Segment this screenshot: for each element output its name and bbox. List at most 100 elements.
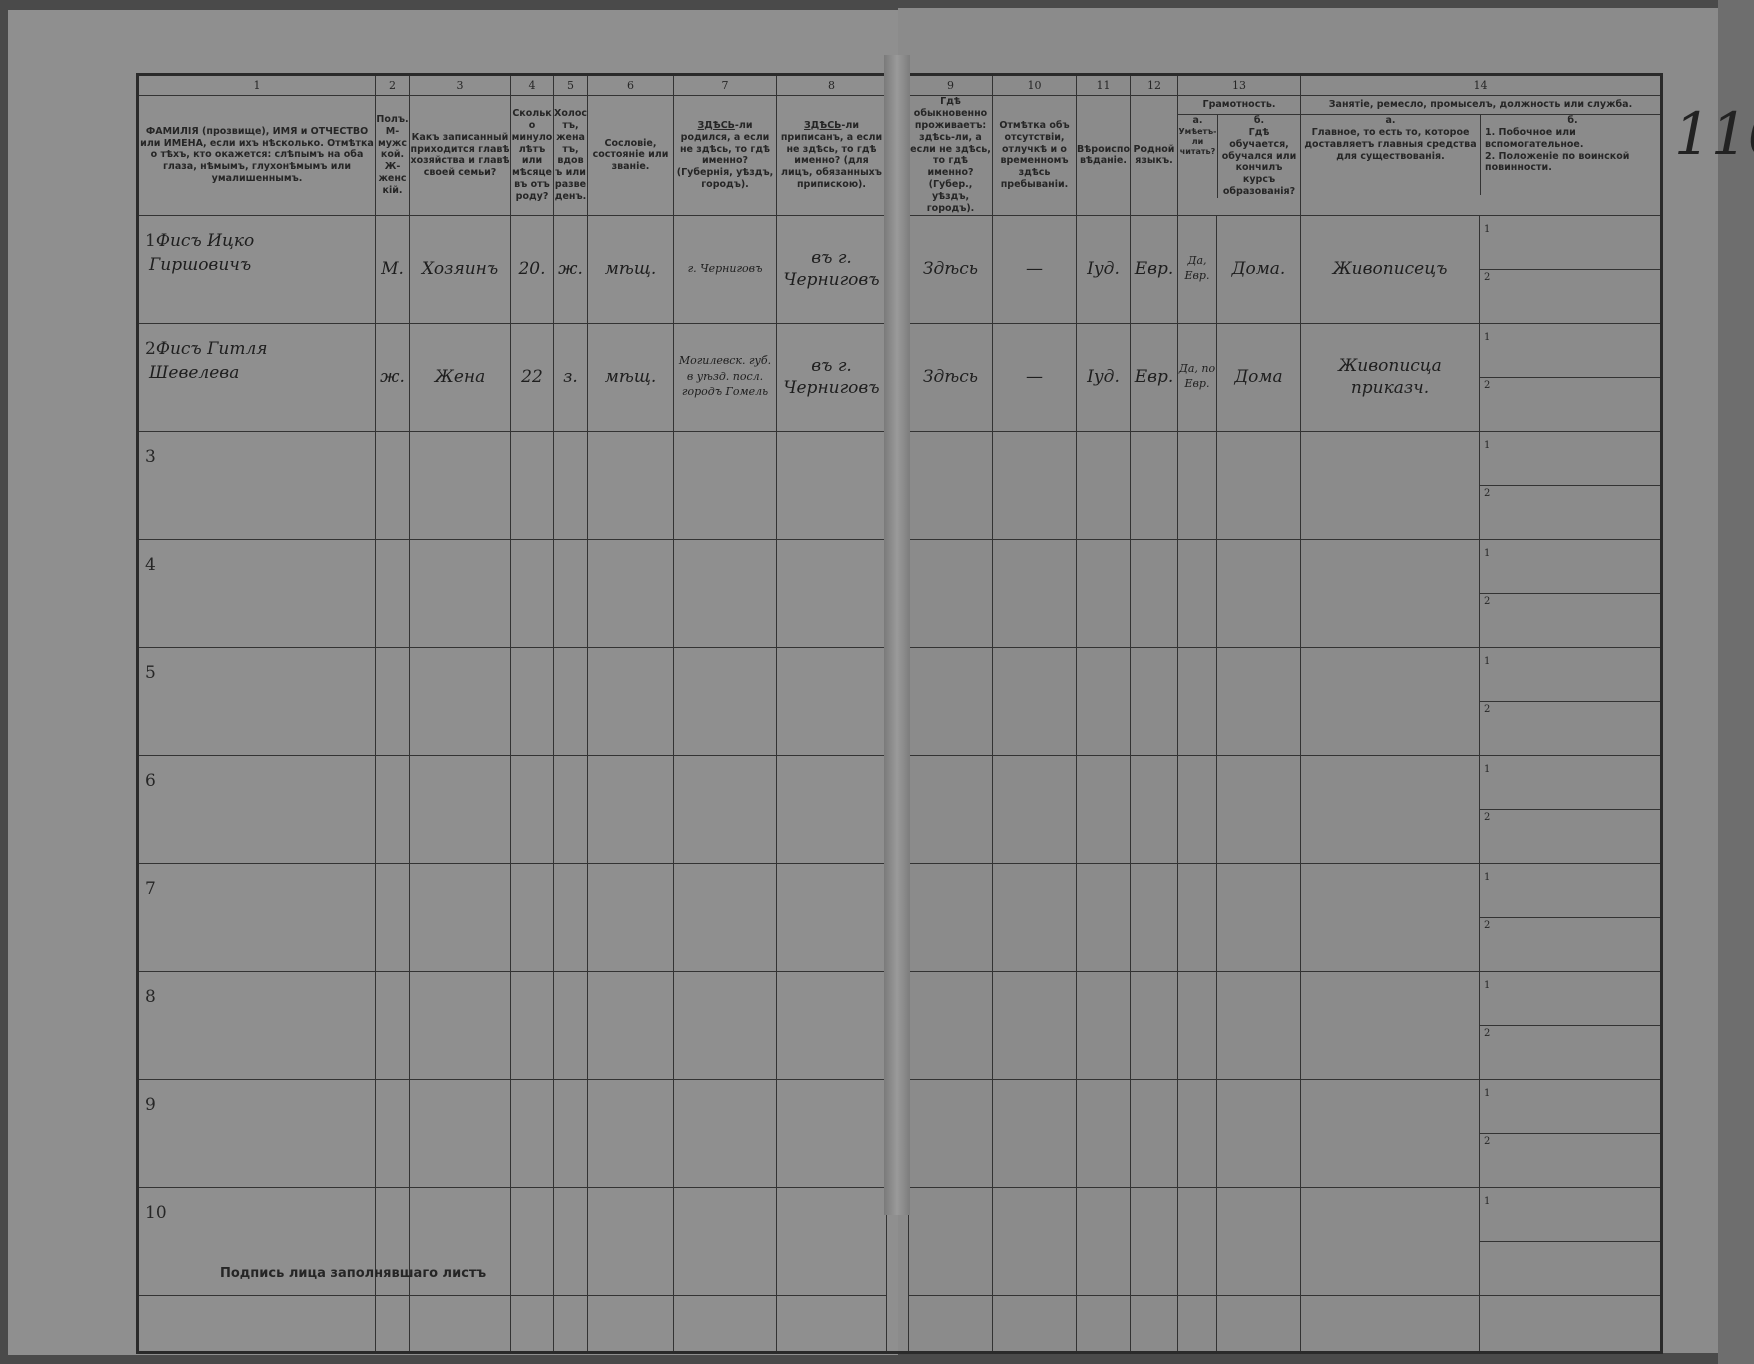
name-line-2: Гиршовичъ [149,255,252,276]
cell-age: 22 [510,322,554,432]
table-tail-row [137,1294,1662,1353]
row-number: 2 [145,338,156,359]
cell-age [510,538,554,648]
empty-cell [1130,1294,1178,1353]
relation-value: Жена [434,367,486,388]
cell-age [510,862,554,972]
row-number: 6 [145,770,156,791]
absence-value: — [1026,367,1043,388]
cell-birthplace [673,754,777,864]
empty-cell [409,1294,511,1353]
cell-registered [776,1078,887,1188]
cell-literacy-read [1177,1078,1217,1188]
subrow-2-number: 2 [1484,703,1491,715]
cell-birthplace [673,538,777,648]
estate-value: мѣщ. [604,259,657,280]
cell-marital [553,1078,588,1188]
cell-sex [375,862,410,972]
absence-value: — [1026,259,1043,280]
empty-cell [908,1294,993,1353]
subrow-2-number: 2 [1484,379,1491,391]
empty-cell [587,1294,674,1353]
subrow-1-number: 1 [1480,438,1660,486]
cell-occupation-main [1300,1186,1480,1296]
header-age: Сколько минуло лѣтъ или мѣсяцевъ отъ род… [510,95,554,216]
cell-religion [1076,1186,1131,1296]
residence-value: Здѣсь [922,367,979,388]
cell-estate [587,646,674,756]
cell-literacy-read [1177,754,1217,864]
row-number: 10 [145,1202,167,1223]
cell-marital [553,1186,588,1296]
cell-absence [992,430,1077,540]
cell-language [1130,970,1178,1080]
cell-residence: Здѣсь [908,322,993,432]
cell-name: 1Фисъ Ицко Гиршовичъ [137,214,376,324]
name-line-2 [145,1011,149,1031]
cell-sex [375,1078,410,1188]
cell-absence [992,754,1077,864]
name-line-2 [145,471,149,491]
empty-cell [553,1294,588,1353]
language-value: Евр. [1134,367,1174,388]
occupation-main-value: Живописца приказч. [1338,356,1442,399]
cell-language [1130,538,1178,648]
cell-residence [908,538,993,648]
column-number: 7 [673,74,777,96]
subrow-2-number: 2 [1484,487,1491,499]
cell-registered [776,430,887,540]
page-edge [1718,0,1754,1364]
cell-occupation-main [1300,754,1480,864]
cell-language [1130,646,1178,756]
cell-registered: въ г. Черниговъ [776,214,887,324]
book-spine [884,55,910,1215]
cell-religion: Іуд. [1076,214,1131,324]
literacy-where-value: Дома. [1231,259,1286,280]
cell-sex [375,538,410,648]
cell-name: 3 [137,430,376,540]
subrow-1-number: 1 [1480,1086,1660,1134]
empty-cell [1300,1294,1480,1353]
name-line-2 [145,1119,149,1139]
cell-relation [409,1078,511,1188]
cell-residence [908,1186,993,1296]
header-literacy-read-text: Умѣетъ-ли читать? [1178,126,1217,156]
header-occupation-secondary: б. 1. Побочное или вспомогательное. 2. Пол… [1481,115,1660,195]
column-header-row: ФАМИЛІЯ (прозвище), ИМЯ и ОТЧЕСТВО или И… [137,95,1662,216]
cell-literacy-where: Дома [1216,322,1301,432]
row-number: 9 [145,1094,156,1115]
cell-marital: ж. [553,214,588,324]
cell-occupation-main [1300,970,1480,1080]
cell-name: 5 [137,646,376,756]
header-registered-text: -ли приписанъ, а если не здѣсь, то гдѣ и… [780,119,883,191]
header-relation: Какъ записанный приходится главѣ хозяйст… [409,95,511,216]
cell-estate [587,862,674,972]
residence-value: Здѣсь [922,259,979,280]
column-number-row: 1 2 3 4 5 6 7 8 9 10 11 12 13 14 [137,74,1662,96]
cell-relation [409,970,511,1080]
religion-value: Іуд. [1087,367,1120,388]
empty-cell [992,1294,1077,1353]
header-registered-emphasis: ЗДѢСЬ [804,119,842,131]
column-number: 2 [375,74,410,96]
header-birthplace-text: -ли родился, а если не здѣсь, то гдѣ име… [676,119,774,191]
cell-religion [1076,646,1131,756]
cell-literacy-where [1216,970,1301,1080]
cell-relation [409,646,511,756]
table-row: 1Фисъ Ицко Гиршовичъ М. Хозяинъ 20. ж. мѣщ. г. … [137,214,1662,324]
cell-name: 4 [137,538,376,648]
cell-residence [908,646,993,756]
subrow-1-number: 1 [1480,870,1660,918]
header-occupation: Занятіе, ремесло, промыселъ, должность и… [1300,95,1662,216]
column-number: 4 [510,74,554,96]
birthplace-value: г. Черниговъ [687,261,763,275]
literacy-where-value: Дома [1234,367,1283,388]
header-literacy: Грамотность. а. Умѣетъ-ли читать? б. Гдѣ о… [1177,95,1301,216]
cell-registered [776,646,887,756]
subrow-1-number: 1 [1480,546,1660,594]
